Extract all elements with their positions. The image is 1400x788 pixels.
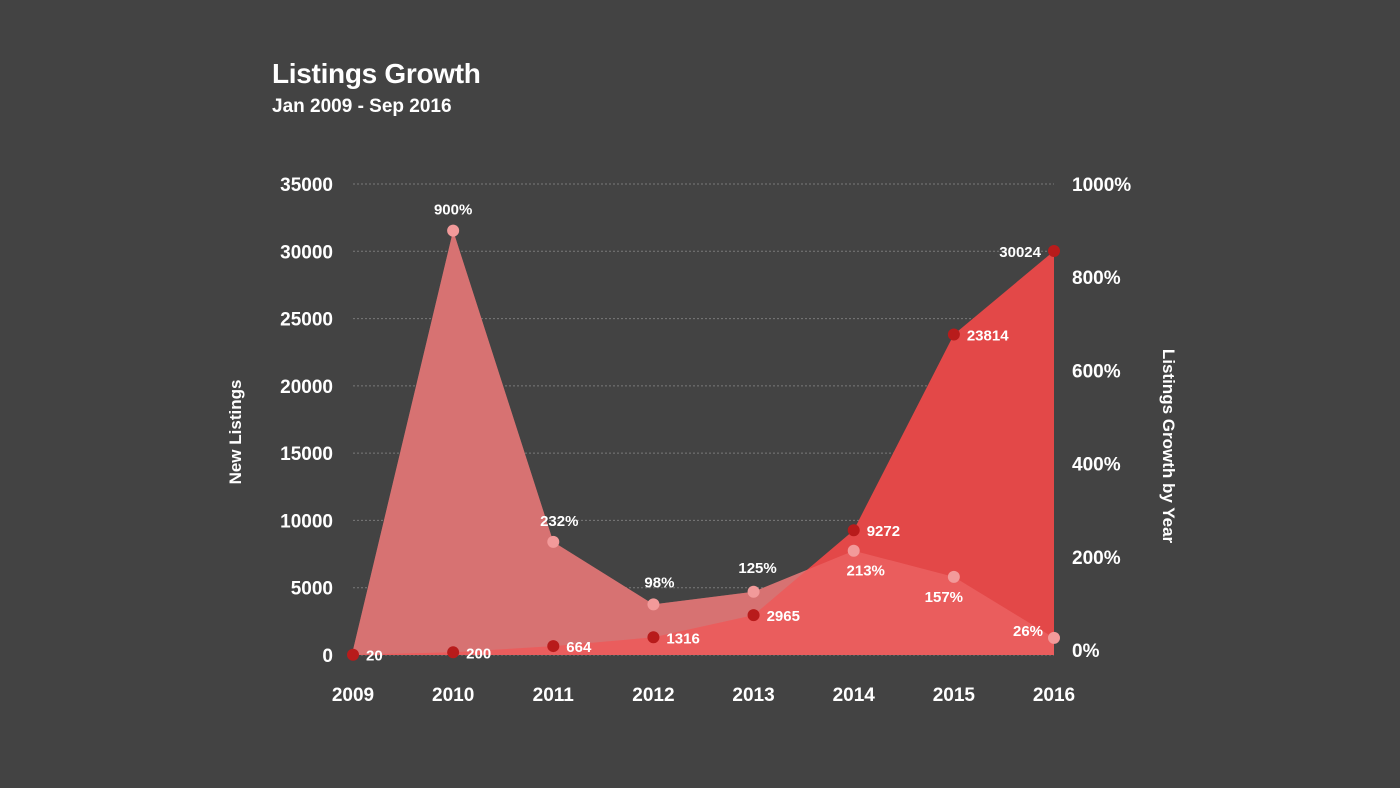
y-tick-label: 35000 (280, 175, 333, 196)
listings-data-label: 1316 (666, 630, 699, 647)
growth-data-label: 213% (847, 563, 885, 580)
listings-point (747, 609, 760, 622)
y2-tick-label: 200% (1072, 548, 1121, 569)
growth-data-label: 232% (540, 513, 578, 530)
y-tick-label: 20000 (280, 377, 333, 398)
listings-data-label: 200 (466, 645, 491, 662)
y2-axis-title: Listings Growth by Year (1159, 349, 1178, 544)
x-tick-label: 2012 (632, 685, 674, 706)
listings-point (947, 328, 960, 341)
listings-data-label: 30024 (999, 244, 1041, 261)
listings-data-label: 2965 (767, 608, 800, 625)
y-tick-label: 15000 (280, 444, 333, 465)
listings-point (447, 646, 460, 659)
y2-tick-label: 800% (1072, 268, 1121, 289)
x-tick-label: 2010 (432, 685, 474, 706)
x-tick-label: 2009 (332, 685, 374, 706)
listings-data-label: 9272 (867, 523, 900, 540)
y-tick-label: 5000 (291, 579, 333, 600)
growth-data-label: 125% (738, 560, 776, 577)
growth-point (647, 598, 660, 611)
growth-point (1048, 631, 1060, 644)
listings-data-label: 664 (566, 639, 592, 656)
growth-point (847, 544, 860, 557)
y2-tick-label: 0% (1072, 641, 1100, 662)
x-tick-label: 2016 (1033, 685, 1075, 706)
growth-data-label: 98% (644, 574, 674, 591)
y-tick-label: 0 (322, 646, 333, 667)
listings-point (547, 640, 560, 653)
y-tick-label: 10000 (280, 511, 333, 532)
chart-subtitle: Jan 2009 - Sep 2016 (272, 96, 452, 117)
chart-title: Listings Growth (272, 58, 481, 89)
listings-point (847, 524, 860, 537)
y-tick-label: 30000 (280, 242, 333, 263)
growth-data-label: 26% (1013, 623, 1043, 640)
y2-tick-label: 400% (1072, 455, 1121, 476)
listings-point (647, 631, 660, 644)
growth-point (547, 535, 560, 548)
listings-data-label: 23814 (967, 328, 1009, 345)
y2-tick-label: 1000% (1072, 175, 1131, 196)
growth-point (447, 224, 460, 237)
x-tick-label: 2015 (933, 685, 976, 706)
growth-area-overlay (353, 230, 1054, 655)
x-tick-label: 2014 (833, 685, 876, 706)
growth-point (947, 570, 960, 583)
x-tick-label: 2013 (732, 685, 774, 706)
y-tick-label: 25000 (280, 310, 333, 331)
growth-point (747, 585, 760, 598)
x-tick-label: 2011 (533, 685, 575, 706)
listings-point (347, 648, 359, 661)
listings-point (1048, 244, 1060, 257)
growth-data-label: 157% (925, 589, 963, 606)
y2-tick-label: 600% (1072, 361, 1121, 382)
listings-area (353, 250, 1054, 655)
y-axis-title: New Listings (226, 380, 245, 485)
growth-data-label: 900% (434, 202, 472, 219)
listings-data-label: 20 (366, 648, 383, 665)
